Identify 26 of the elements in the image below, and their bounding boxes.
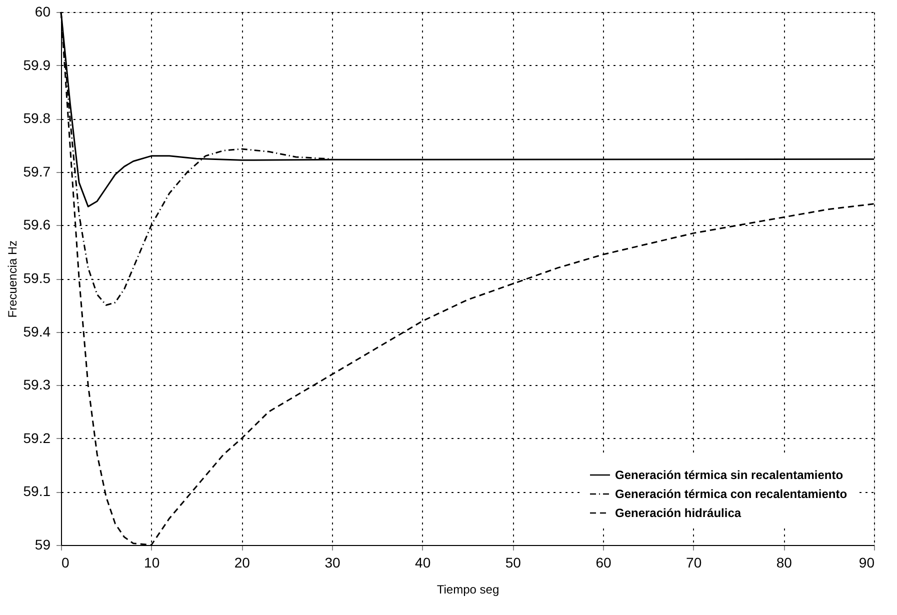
y-tick-label: 59.3: [23, 376, 51, 393]
x-tick-label: 30: [324, 554, 340, 570]
x-tick-label: 70: [686, 554, 702, 570]
legend-label: Generación térmica con recalentamiento: [615, 487, 848, 501]
x-tick-label: 20: [234, 554, 250, 570]
x-tick-label: 40: [415, 554, 431, 570]
legend-label: Generación térmica sin recalentamiento: [615, 468, 844, 482]
y-tick-label: 59.8: [23, 110, 51, 126]
y-tick-label: 59.2: [23, 430, 51, 446]
x-tick-label: 80: [776, 554, 792, 570]
y-tick-label: 59.6: [23, 216, 51, 233]
y-tick-label: 59.7: [23, 163, 51, 180]
x-tick-label: 90: [858, 554, 875, 570]
y-tick-label: 59.5: [23, 270, 51, 286]
y-tick-label: 59.9: [23, 56, 51, 73]
x-tick-label: 60: [596, 554, 612, 570]
y-tick-label: 59.1: [23, 483, 51, 500]
x-tick-label: 50: [505, 554, 522, 570]
x-axis-title: Tiempo seg: [436, 582, 500, 596]
y-tick-label: 60: [34, 4, 51, 20]
y-axis-title: Frecuencia Hz: [5, 240, 20, 318]
y-tick-label: 59: [34, 536, 51, 552]
x-tick-label: 0: [62, 554, 70, 570]
y-tick-label: 59.4: [23, 323, 51, 340]
legend-label: Generación hidráulica: [615, 506, 742, 520]
x-tick-label: 10: [144, 554, 160, 570]
